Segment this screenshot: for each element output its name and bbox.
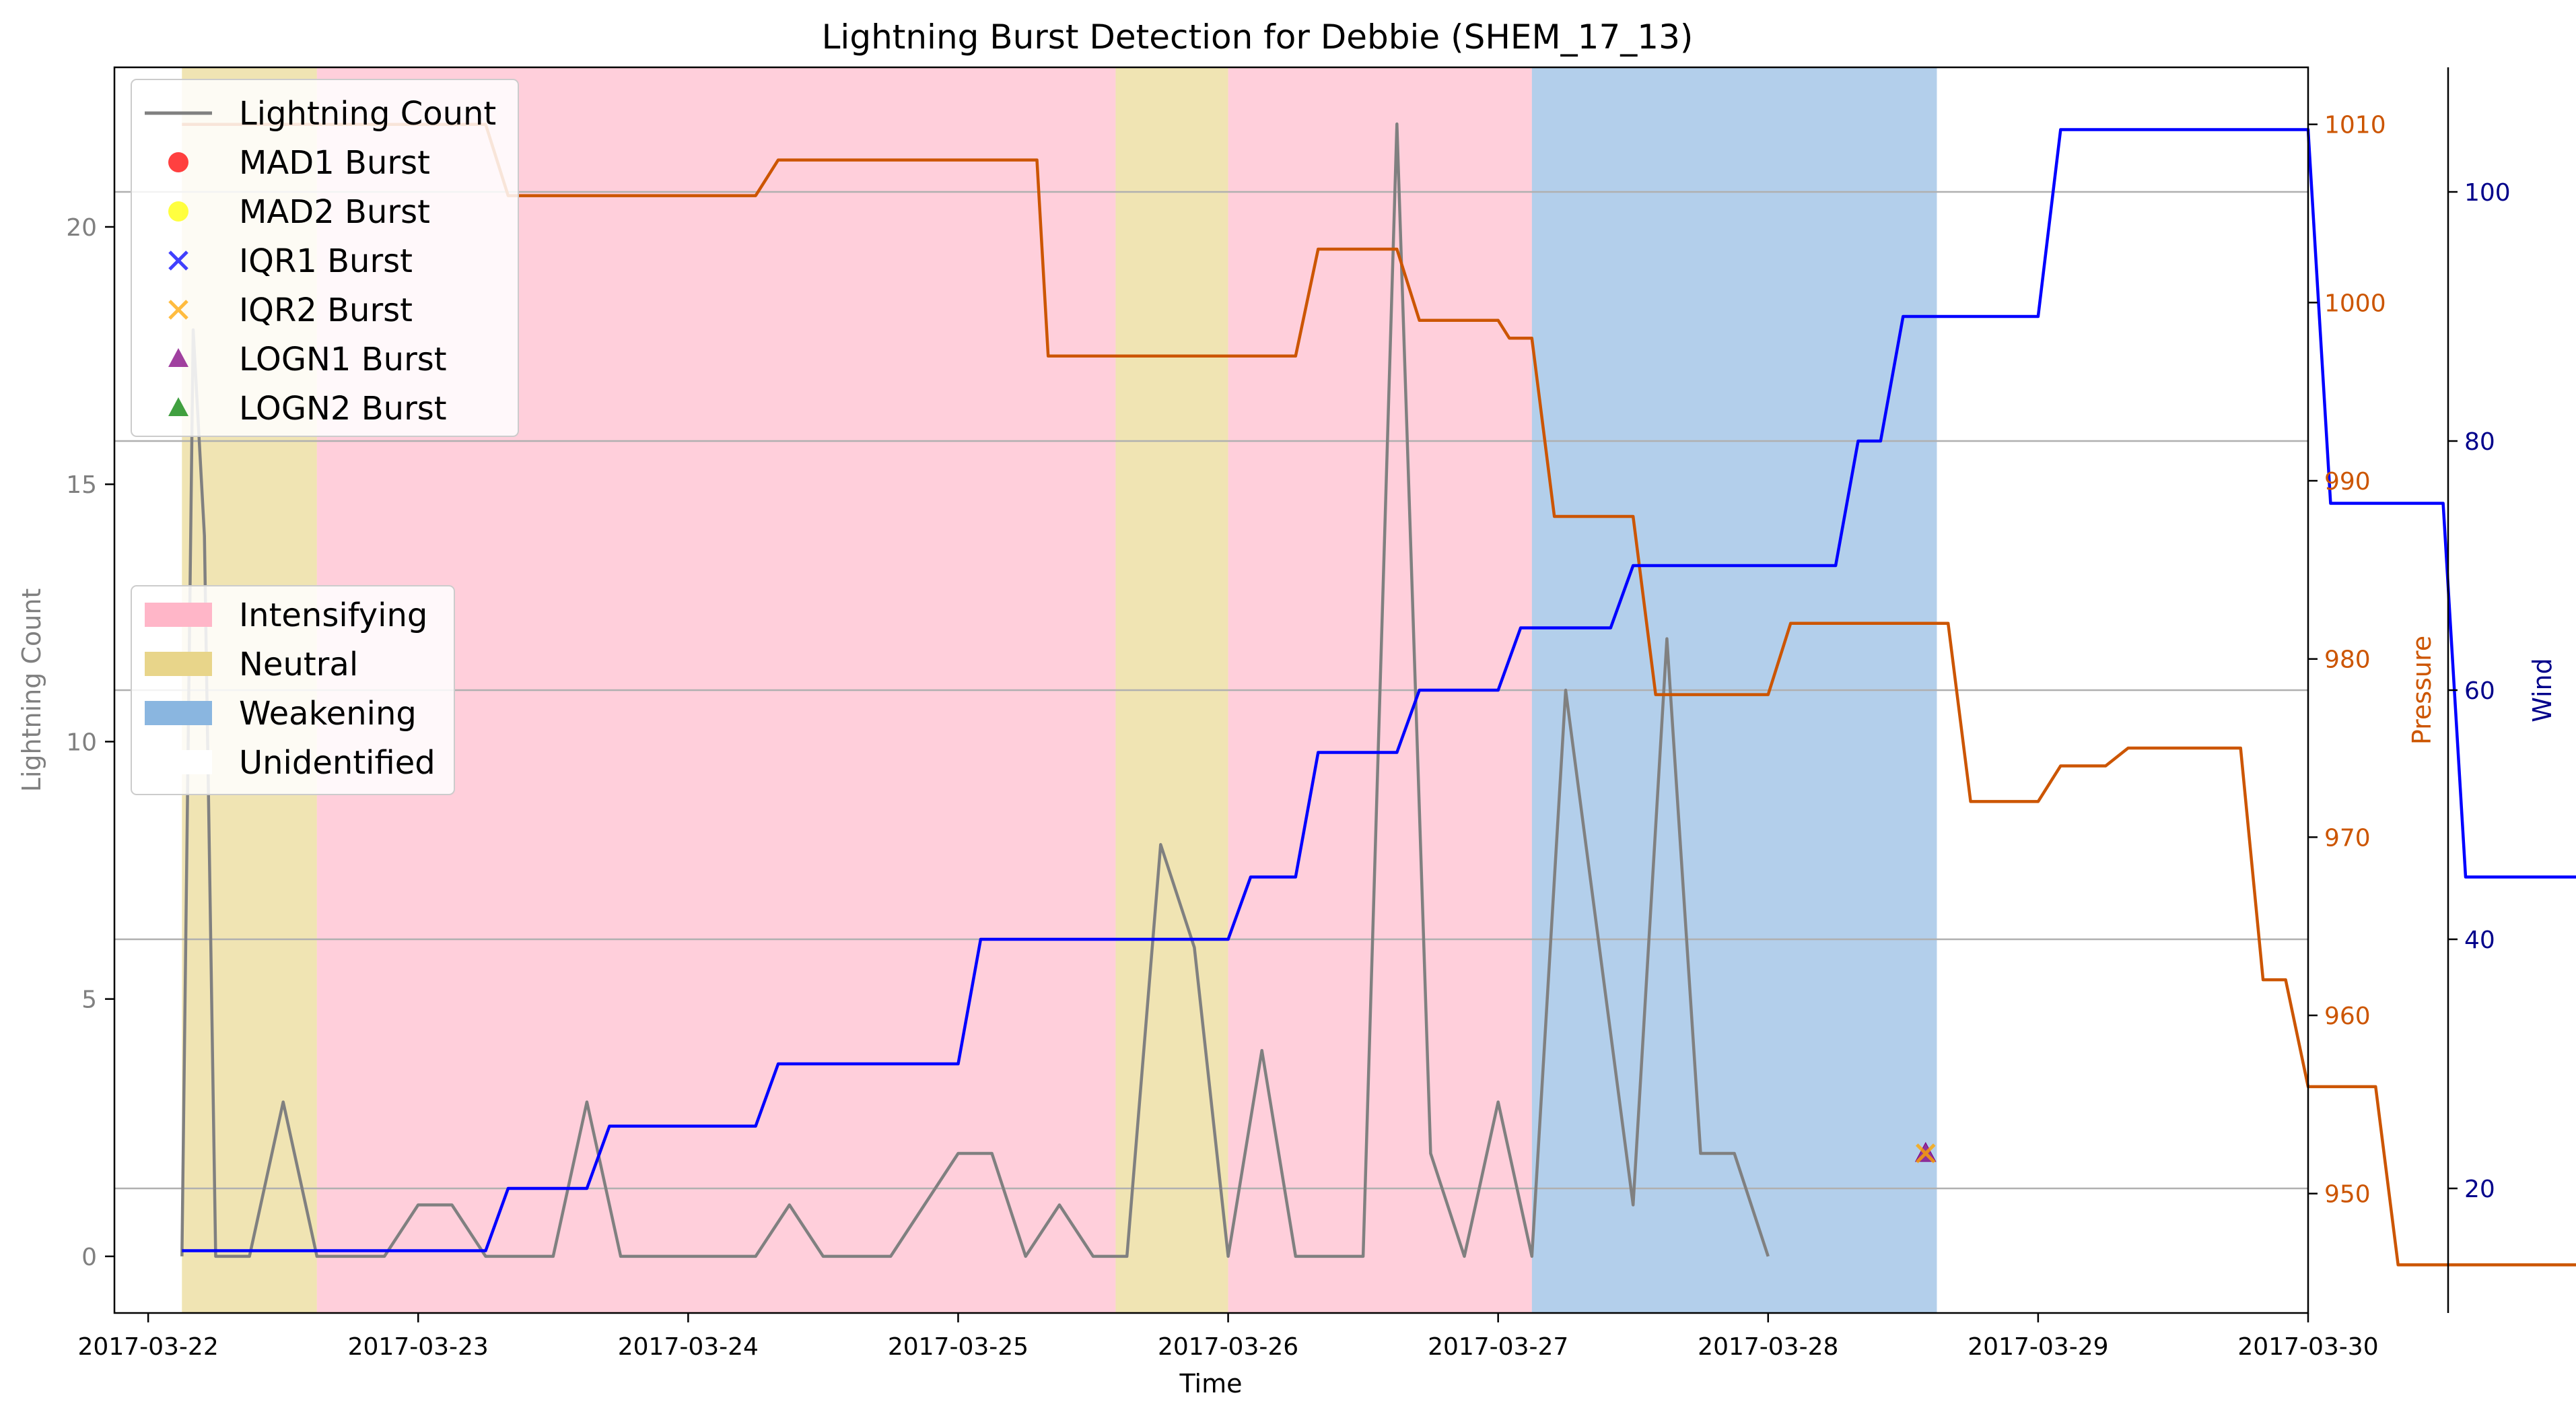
left-tick-label: 15 [66,471,97,499]
legend-triangle-swatch [168,397,188,416]
x-tick-label: 2017-03-29 [1968,1333,2108,1361]
x-tick-label: 2017-03-26 [1158,1333,1298,1361]
left-tick-label: 20 [66,214,97,242]
x-tick-label: 2017-03-27 [1428,1333,1568,1361]
pressure-tick-label: 980 [2324,646,2371,674]
pressure-tick-label: 1000 [2324,290,2386,317]
x-tick-label: 2017-03-25 [888,1333,1029,1361]
burst-marker-iqr [1915,1143,1936,1164]
series-lines [180,122,2576,1267]
legend-label: Lightning Count [239,95,496,133]
wind-tick-label: 100 [2464,179,2511,207]
pressure-axis-label: Pressure [2407,636,2437,745]
pressure-tick-label: 990 [2324,468,2371,496]
pressure-tick-label: 1010 [2324,112,2386,139]
legend-phase-swatch [145,750,212,774]
series-line-lightning-count [180,122,1770,1258]
wind-axis-label: Wind [2528,658,2557,722]
x-tick-label: 2017-03-23 [348,1333,489,1361]
legend-phase-swatch [145,603,212,627]
series-line-wind [182,128,2576,1252]
x-tick-label: 2017-03-30 [2237,1333,2378,1361]
axes: 2017-03-22 2017-03-23 2017-03-24 2017-03-25… [66,67,2511,1361]
wind-tick-label: 80 [2464,428,2495,456]
legend-label: MAD1 Burst [239,144,430,182]
wind-tick-label: 20 [2464,1176,2495,1203]
legend-label: LOGN2 Burst [239,390,447,428]
legend-triangle-swatch [168,348,188,367]
legend-markers: Lightning Count MAD1 Burst MAD2 Burst IQR1 … [131,79,519,437]
wind-tick-label: 40 [2464,926,2495,954]
legend-x-swatch [168,250,188,271]
x-tick-label: 2017-03-22 [78,1333,219,1361]
legend-label: Weakening [239,695,417,733]
legend-label: MAD2 Burst [239,193,430,231]
wind-tick-label: 60 [2464,677,2495,705]
legend-phase-swatch [145,652,212,676]
legend-label: Unidentified [239,744,436,782]
x-tick-label: 2017-03-24 [618,1333,759,1361]
x-axis-label: Time [1179,1369,1243,1398]
burst-markers [1914,1141,1937,1164]
legend-phases: Intensifying Neutral Weakening Unidentified [131,585,455,795]
plot-frame [113,66,2309,1314]
legend-phase-swatch [145,701,212,725]
legend-circle-swatch [168,152,188,172]
legend-markers-box [131,79,519,437]
chart-title: Lightning Burst Detection for Debbie (SH… [822,18,1694,57]
pressure-tick-label: 950 [2324,1181,2371,1209]
series-line-pressure [182,123,2576,1267]
legend-label: IQR2 Burst [239,292,413,329]
legend-label: IQR1 Burst [239,242,413,280]
left-tick-label: 0 [81,1244,97,1271]
legend-label: LOGN1 Burst [239,341,447,378]
left-tick-label: 10 [66,729,97,756]
legend-label: Neutral [239,646,358,683]
legend-phases-box [131,585,455,795]
x-tick-label: 2017-03-28 [1698,1333,1838,1361]
legend-circle-swatch [168,201,188,222]
pressure-tick-label: 970 [2324,824,2371,852]
left-axis-label: Lightning Count [17,588,46,793]
legend-label: Intensifying [239,597,427,634]
pressure-tick-label: 960 [2324,1003,2371,1030]
left-tick-label: 5 [81,986,97,1014]
legend-x-swatch [168,300,188,320]
